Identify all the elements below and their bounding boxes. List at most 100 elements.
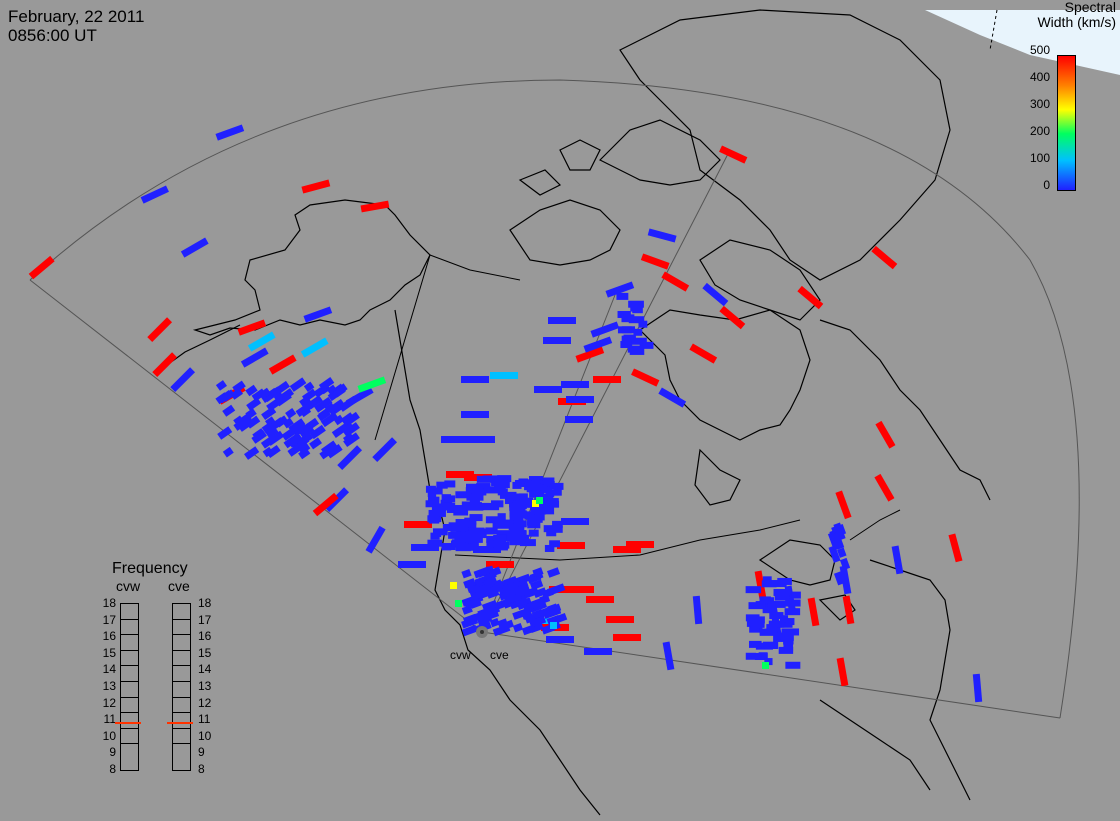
backscatter-cell bbox=[566, 586, 594, 593]
backscatter-cell bbox=[433, 487, 443, 495]
backscatter-cell bbox=[404, 521, 432, 528]
legend-title: Spectral Width (km/s) bbox=[996, 0, 1116, 30]
backscatter-cell bbox=[281, 427, 297, 441]
backscatter-cell bbox=[512, 622, 524, 633]
backscatter-cell bbox=[781, 628, 800, 636]
backscatter-cell bbox=[549, 498, 559, 506]
backscatter-cell bbox=[427, 490, 437, 498]
backscatter-cell bbox=[487, 566, 502, 578]
backscatter-cell bbox=[550, 622, 557, 629]
backscatter-cell bbox=[835, 490, 852, 520]
backscatter-cell bbox=[761, 580, 777, 588]
date-label: February, 22 2011 bbox=[8, 7, 145, 26]
frequency-title: Frequency bbox=[112, 560, 188, 577]
backscatter-cell bbox=[262, 446, 274, 458]
backscatter-cell bbox=[493, 534, 507, 542]
backscatter-cell bbox=[298, 447, 311, 460]
backscatter-cell bbox=[270, 417, 285, 430]
backscatter-cell bbox=[543, 525, 554, 533]
backscatter-cell bbox=[330, 398, 345, 412]
backscatter-cell bbox=[461, 376, 489, 383]
frequency-tick-west: 15 bbox=[102, 645, 116, 660]
backscatter-cell bbox=[631, 368, 660, 387]
backscatter-cell bbox=[287, 442, 305, 457]
time-label: 0856:00 UT bbox=[8, 26, 97, 45]
backscatter-cell bbox=[719, 305, 746, 330]
backscatter-cell bbox=[548, 317, 576, 324]
legend-tick: 100 bbox=[1029, 151, 1050, 165]
radar-site-center bbox=[480, 630, 484, 634]
backscatter-cell bbox=[306, 395, 323, 410]
backscatter-cell bbox=[282, 417, 294, 429]
backscatter-cell bbox=[474, 575, 488, 587]
backscatter-cell bbox=[320, 411, 339, 428]
backscatter-cell bbox=[807, 597, 820, 627]
frequency-marker-east bbox=[167, 722, 193, 724]
backscatter-cell bbox=[871, 245, 898, 270]
backscatter-cell bbox=[483, 609, 500, 621]
backscatter-cell bbox=[640, 253, 670, 270]
backscatter-cell bbox=[455, 519, 466, 527]
backscatter-cell bbox=[509, 513, 524, 521]
backscatter-cell bbox=[337, 445, 363, 471]
backscatter-cell bbox=[546, 567, 561, 578]
backscatter-cell bbox=[769, 612, 784, 620]
backscatter-cell bbox=[469, 498, 480, 506]
backscatter-cell bbox=[365, 525, 386, 554]
backscatter-cell bbox=[455, 491, 467, 499]
backscatter-cell bbox=[461, 568, 472, 579]
backscatter-cell bbox=[523, 603, 534, 614]
frequency-tick-west: 13 bbox=[102, 679, 116, 693]
backscatter-cell bbox=[533, 587, 547, 599]
backscatter-cell bbox=[561, 381, 589, 388]
backscatter-cell bbox=[244, 446, 260, 460]
backscatter-cell bbox=[498, 519, 514, 527]
legend-tick: 300 bbox=[1029, 97, 1050, 111]
backscatter-cell bbox=[530, 507, 547, 515]
backscatter-cell bbox=[484, 486, 503, 494]
backscatter-cell bbox=[745, 652, 757, 660]
backscatter-cell bbox=[497, 618, 509, 629]
frequency-tick-east: 13 bbox=[198, 679, 212, 693]
backscatter-cell bbox=[360, 200, 390, 213]
backscatter-cell bbox=[783, 637, 794, 645]
backscatter-cell bbox=[543, 337, 571, 344]
backscatter-cell bbox=[485, 527, 498, 535]
backscatter-cell bbox=[689, 343, 718, 364]
backscatter-cell bbox=[441, 543, 452, 551]
coastlines bbox=[159, 9, 991, 816]
backscatter-cell bbox=[503, 575, 518, 587]
backscatter-cell bbox=[489, 617, 500, 628]
backscatter-cell bbox=[532, 567, 544, 578]
backscatter-cell bbox=[552, 520, 563, 528]
backscatter-cell bbox=[215, 380, 227, 391]
backscatter-cell bbox=[491, 479, 508, 487]
backscatter-cell bbox=[147, 317, 173, 343]
radar-label-west: cvw bbox=[450, 648, 471, 662]
backscatter-cell bbox=[456, 528, 470, 536]
backscatter-cell bbox=[297, 442, 311, 455]
backscatter-cell bbox=[575, 346, 605, 363]
backscatter-cell bbox=[785, 661, 801, 669]
backscatter-cell bbox=[543, 606, 562, 620]
backscatter-cell bbox=[484, 502, 494, 510]
frequency-tick-west: 16 bbox=[102, 629, 116, 644]
backscatter-cell bbox=[333, 386, 346, 398]
legend-tick: 400 bbox=[1029, 70, 1050, 84]
backscatter-cell bbox=[411, 544, 439, 551]
backscatter-cell bbox=[553, 488, 562, 496]
backscatter-cell bbox=[613, 634, 641, 641]
backscatter-cell bbox=[532, 500, 539, 507]
backscatter-cell bbox=[842, 595, 855, 625]
legend-title-line2: Width (km/s) bbox=[1037, 14, 1116, 30]
frequency-tick-east: 10 bbox=[198, 728, 212, 743]
backscatter-cell bbox=[549, 482, 564, 490]
frequency-tick-west: 11 bbox=[103, 712, 116, 727]
backscatter-cell bbox=[549, 540, 560, 548]
backscatter-cell bbox=[830, 532, 843, 550]
backscatter-cell bbox=[442, 524, 461, 532]
frequency-tick-west: 10 bbox=[102, 728, 116, 743]
backscatter-cell bbox=[222, 404, 236, 417]
backscatter-cell bbox=[505, 493, 522, 501]
